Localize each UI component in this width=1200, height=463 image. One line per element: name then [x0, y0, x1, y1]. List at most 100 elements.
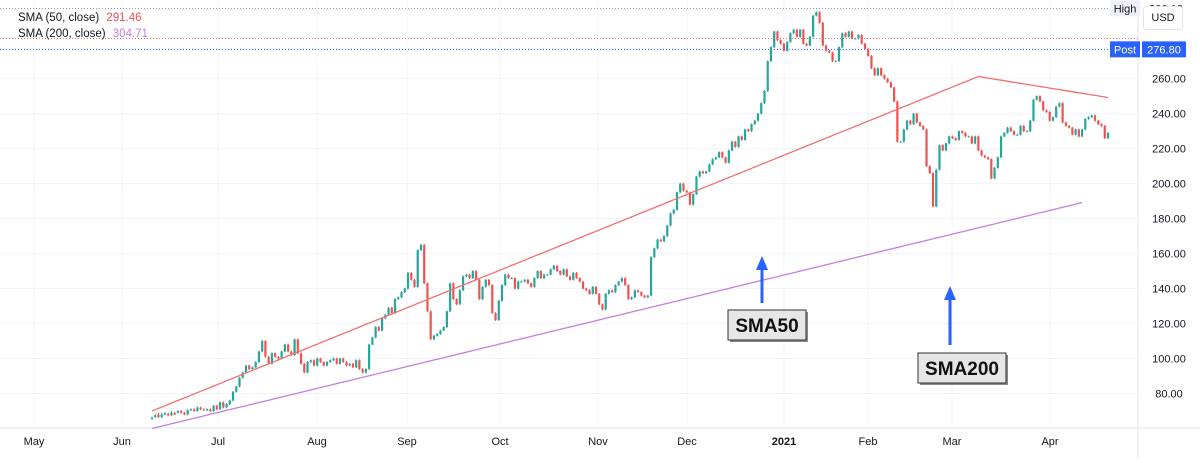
candle-body — [312, 360, 316, 366]
candle-body — [368, 344, 371, 370]
candle-body — [999, 136, 1003, 158]
candle-body — [1022, 125, 1025, 132]
candle-body — [944, 143, 948, 151]
candle-body — [743, 129, 747, 140]
candle-body — [452, 283, 455, 300]
candle — [283, 343, 286, 353]
candle — [724, 156, 727, 164]
candle — [530, 282, 533, 288]
candle-body — [860, 34, 863, 44]
candle — [905, 119, 909, 131]
candle — [215, 404, 218, 411]
candle — [222, 401, 225, 409]
candle-body — [792, 29, 795, 34]
candle-body — [380, 318, 384, 331]
candle-body — [834, 61, 837, 63]
candle — [776, 30, 779, 42]
candle — [977, 135, 980, 152]
candle — [1090, 114, 1093, 119]
candle-body — [957, 131, 961, 140]
candle-body — [883, 75, 886, 79]
legend-sma200[interactable]: SMA (200, close) 304.71 — [18, 26, 148, 42]
candle — [458, 289, 461, 306]
candle-body — [513, 278, 517, 289]
candle-body — [1042, 101, 1045, 111]
candle-body — [750, 124, 753, 132]
candle-body — [163, 413, 167, 415]
candle-body — [815, 12, 818, 16]
currency-button[interactable]: USD — [1143, 6, 1183, 30]
candle-body — [555, 265, 559, 272]
candle — [400, 291, 403, 299]
candle — [581, 280, 585, 290]
candle — [763, 90, 766, 105]
candle — [1019, 125, 1022, 136]
candle-body — [345, 362, 348, 366]
candle-body — [510, 278, 513, 280]
legend-sma50[interactable]: SMA (50, close) 291.46 — [18, 10, 148, 26]
candle — [607, 289, 611, 295]
candle — [912, 112, 915, 126]
candle-body — [912, 113, 915, 125]
candle-body — [870, 55, 873, 69]
candle — [1064, 121, 1067, 127]
candle-body — [850, 31, 854, 39]
candle — [993, 167, 996, 180]
candle-body — [332, 358, 335, 361]
candle-body — [559, 271, 562, 275]
candle-body — [1087, 117, 1090, 119]
candle — [750, 123, 753, 133]
candle-body — [455, 299, 458, 305]
candle-body — [235, 386, 238, 392]
candle — [896, 100, 899, 143]
y-tick-label: 180.00 — [1152, 214, 1186, 226]
candle — [241, 371, 244, 379]
candle-body — [1025, 131, 1029, 133]
candle — [193, 408, 196, 412]
candle-body — [465, 274, 468, 277]
candle-body — [1035, 96, 1038, 100]
candle-body — [254, 362, 257, 368]
candle — [474, 270, 478, 281]
candle — [834, 60, 837, 63]
candle — [552, 264, 555, 271]
sma50-arrow — [756, 256, 768, 303]
candle — [345, 361, 348, 367]
candle — [954, 137, 957, 141]
candle-body — [306, 362, 309, 373]
candle — [974, 135, 977, 145]
candle — [604, 292, 607, 311]
annotation-sma200: SMA200 — [917, 352, 1008, 385]
candle-body — [374, 327, 377, 338]
candle-body — [410, 272, 413, 280]
candle-body — [873, 68, 876, 76]
annotation-sma50: SMA50 — [727, 309, 808, 342]
candle — [837, 46, 841, 63]
candle-body — [526, 279, 530, 284]
candle-body — [711, 159, 714, 165]
candle-body — [400, 292, 403, 298]
candle — [426, 282, 429, 313]
candle-body — [517, 281, 520, 289]
candle — [870, 55, 873, 70]
candle-body — [649, 257, 653, 296]
candle-body — [740, 136, 743, 140]
candle-body — [734, 141, 737, 147]
x-tick-label: Aug — [307, 436, 327, 448]
candle — [170, 411, 173, 417]
candle — [462, 275, 465, 292]
candle-body — [523, 279, 526, 282]
candle — [212, 404, 215, 412]
candle-body — [1071, 127, 1074, 135]
y-tick-label: 200.00 — [1152, 179, 1186, 191]
candle-body — [614, 285, 617, 293]
candle-body — [478, 279, 481, 300]
candle — [449, 282, 452, 313]
candle-body — [779, 40, 782, 44]
candle — [452, 282, 455, 300]
candle-body — [228, 400, 231, 405]
candle — [1012, 130, 1016, 136]
y-tick-label: 100.00 — [1152, 354, 1186, 366]
candle — [802, 28, 805, 45]
